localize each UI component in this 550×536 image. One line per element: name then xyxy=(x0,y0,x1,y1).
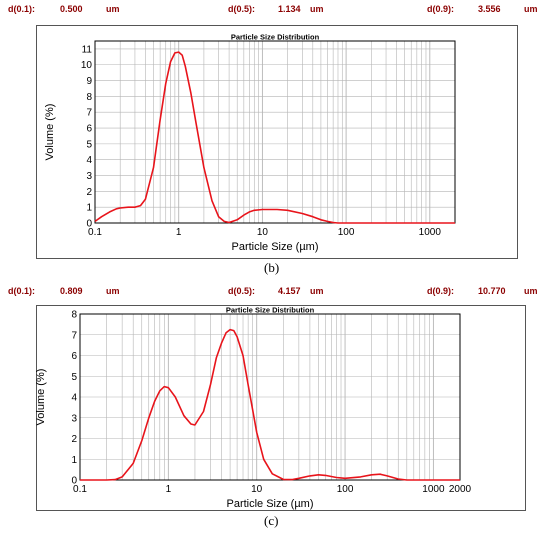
c-ytick-label-7: 7 xyxy=(71,330,77,341)
chart-frame-c xyxy=(36,305,526,511)
c-ytick-label-3: 3 xyxy=(71,413,77,424)
c-xtick-label-0: 0.1 xyxy=(73,484,87,495)
c-plot-area xyxy=(79,313,461,481)
caption-c: (c) xyxy=(264,513,279,528)
c-xtick-label-4: 1000 xyxy=(422,484,445,495)
d50-value-c: 4.157 xyxy=(278,286,301,296)
d10-unit-b: um xyxy=(106,4,120,14)
d90-value-c: 10.770 xyxy=(478,286,506,296)
b-ytick-label-9: 9 xyxy=(86,76,92,87)
c-series-line-0 xyxy=(80,328,460,481)
b-xtick-label-1: 1 xyxy=(176,227,182,238)
b-ytick-label-8: 8 xyxy=(86,92,92,103)
c-x-axis-label: Particle Size (µm) xyxy=(226,498,313,510)
d50-label-b: d(0.5): xyxy=(228,4,255,14)
b-ytick-label-11: 11 xyxy=(82,44,93,55)
caption-b: (b) xyxy=(264,260,280,275)
b-xtick-label-4: 1000 xyxy=(419,227,442,238)
b-x-axis-label: Particle Size (µm) xyxy=(231,241,318,253)
d10-unit-c: um xyxy=(106,286,120,296)
b-ytick-label-7: 7 xyxy=(86,108,92,119)
c-ytick-label-6: 6 xyxy=(71,351,77,362)
c-ytick-label-2: 2 xyxy=(71,434,77,445)
d50-label-c: d(0.5): xyxy=(228,286,255,296)
b-chart-title: Particle Size Distribution xyxy=(231,33,320,42)
b-series-line-0 xyxy=(94,51,455,224)
d10-label-b: d(0.1): xyxy=(8,4,35,14)
d90-unit-c: um xyxy=(524,286,538,296)
d90-unit-b: um xyxy=(524,4,538,14)
c-xtick-label-1: 1 xyxy=(166,484,172,495)
c-chart-title: Particle Size Distribution xyxy=(226,306,315,315)
c-ytick-label-4: 4 xyxy=(71,393,77,404)
d10-label-c: d(0.1): xyxy=(8,286,35,296)
b-y-axis-label: Volume (%) xyxy=(44,104,56,161)
c-y-axis-label: Volume (%) xyxy=(35,369,47,426)
stats-line-c: d(0.1): 0.809 um d(0.5): 4.157 um d(0.9)… xyxy=(0,286,550,300)
c-ytick-label-1: 1 xyxy=(71,455,77,466)
chart-frame-b xyxy=(36,25,518,259)
b-xtick-label-2: 10 xyxy=(257,227,269,238)
stats-line-b: d(0.1): 0.500 um d(0.5): 1.134 um d(0.9)… xyxy=(0,4,550,18)
b-xtick-label-0: 0.1 xyxy=(88,227,102,238)
c-xtick-label-2: 10 xyxy=(251,484,263,495)
d90-label-c: d(0.9): xyxy=(427,286,454,296)
d50-unit-c: um xyxy=(310,286,324,296)
b-xtick-label-3: 100 xyxy=(338,227,355,238)
b-ytick-label-5: 5 xyxy=(86,139,92,150)
b-plot-area xyxy=(94,40,456,224)
c-xtick-label-5: 2000 xyxy=(449,484,472,495)
d50-value-b: 1.134 xyxy=(278,4,301,14)
d10-value-b: 0.500 xyxy=(60,4,83,14)
d10-value-c: 0.809 xyxy=(60,286,83,296)
b-ytick-label-6: 6 xyxy=(86,124,92,135)
b-ytick-label-2: 2 xyxy=(86,187,92,198)
b-ytick-label-3: 3 xyxy=(86,171,92,182)
b-ytick-label-10: 10 xyxy=(81,60,93,71)
c-ytick-label-8: 8 xyxy=(71,310,77,321)
d50-unit-b: um xyxy=(310,4,324,14)
c-ytick-label-5: 5 xyxy=(71,372,77,383)
d90-label-b: d(0.9): xyxy=(427,4,454,14)
c-ytick-label-0: 0 xyxy=(71,476,77,487)
b-ytick-label-1: 1 xyxy=(86,203,92,214)
b-ytick-label-4: 4 xyxy=(86,155,92,166)
d90-value-b: 3.556 xyxy=(478,4,501,14)
b-ytick-label-0: 0 xyxy=(86,219,92,230)
c-xtick-label-3: 100 xyxy=(337,484,354,495)
